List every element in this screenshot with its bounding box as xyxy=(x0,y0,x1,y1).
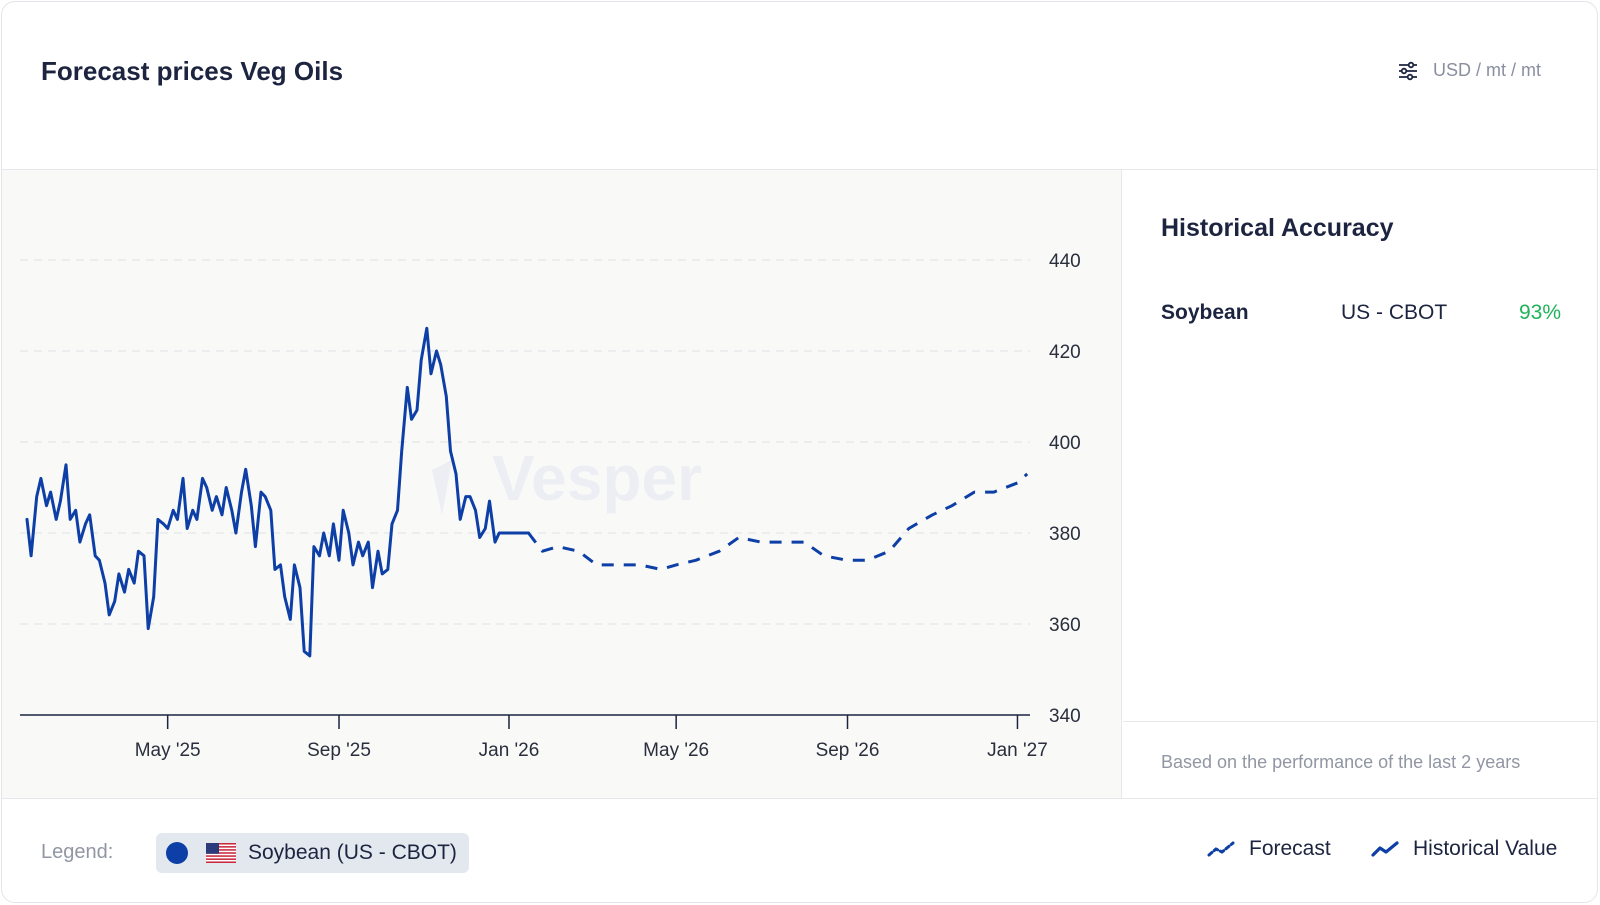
legend-label: Legend: xyxy=(41,841,114,863)
legend-chip-soybean[interactable]: Soybean (US - CBOT) xyxy=(156,833,469,873)
us-flag-icon xyxy=(206,843,236,863)
chart-area: Vesper 340 360 380 400 420 440 May '25 Sep '25… xyxy=(2,170,1122,798)
x-tick-label: Jan '26 xyxy=(479,740,540,761)
sliders-icon[interactable] xyxy=(1397,61,1419,81)
y-tick-label: 360 xyxy=(1049,615,1081,636)
x-tick-label: Jan '27 xyxy=(987,740,1048,761)
x-tick-label: May '25 xyxy=(135,740,201,761)
legend-chip-label: Soybean (US - CBOT) xyxy=(248,841,457,864)
price-chart: Vesper 340 360 380 400 420 440 May '25 Sep '25… xyxy=(20,251,1081,761)
y-axis: 340 360 380 400 420 440 xyxy=(1049,251,1081,727)
accuracy-commodity: Soybean xyxy=(1161,301,1249,324)
x-tick-label: Sep '26 xyxy=(816,740,880,761)
legend-bar: Legend: Soybean (US - CBOT) Forecast xyxy=(2,798,1597,902)
legend-forecast-label: Forecast xyxy=(1249,837,1331,860)
x-tick-label: May '26 xyxy=(643,740,709,761)
page-title: Forecast prices Veg Oils xyxy=(41,56,344,86)
legend-historical-label: Historical Value xyxy=(1413,837,1558,860)
historical-line xyxy=(25,326,530,658)
legend-historical[interactable]: Historical Value xyxy=(1371,837,1557,861)
accuracy-panel: Historical Accuracy Soybean US - CBOT 93… xyxy=(1123,170,1597,798)
card-header: Forecast prices Veg Oils USD / mt / mt xyxy=(2,2,1597,170)
y-tick-label: 400 xyxy=(1049,433,1081,454)
svg-text:Vesper: Vesper xyxy=(492,442,702,514)
legend-forecast[interactable]: Forecast xyxy=(1207,837,1331,861)
y-tick-label: 380 xyxy=(1049,524,1081,545)
units-label: USD / mt / mt xyxy=(1433,60,1541,80)
accuracy-title: Historical Accuracy xyxy=(1161,214,1394,242)
y-tick-label: 440 xyxy=(1049,251,1081,272)
vesper-watermark: Vesper xyxy=(432,442,702,515)
forecast-line xyxy=(527,472,1029,571)
accuracy-note: Based on the performance of the last 2 y… xyxy=(1161,752,1521,772)
historical-line-icon xyxy=(1371,841,1399,857)
series-lines xyxy=(25,326,1029,658)
accuracy-value: 93% xyxy=(1518,301,1561,324)
forecast-line-icon xyxy=(1207,841,1235,857)
x-axis: May '25 Sep '25 Jan '26 May '26 Sep '26 Jan '… xyxy=(20,714,1048,761)
series-color-dot xyxy=(166,842,188,864)
x-tick-label: Sep '25 xyxy=(307,740,371,761)
accuracy-market: US - CBOT xyxy=(1341,301,1448,324)
accuracy-footer: Based on the performance of the last 2 y… xyxy=(1123,721,1597,798)
units-selector[interactable]: USD / mt / mt xyxy=(1397,60,1541,81)
y-tick-label: 420 xyxy=(1049,342,1081,363)
y-tick-label: 340 xyxy=(1049,706,1081,727)
